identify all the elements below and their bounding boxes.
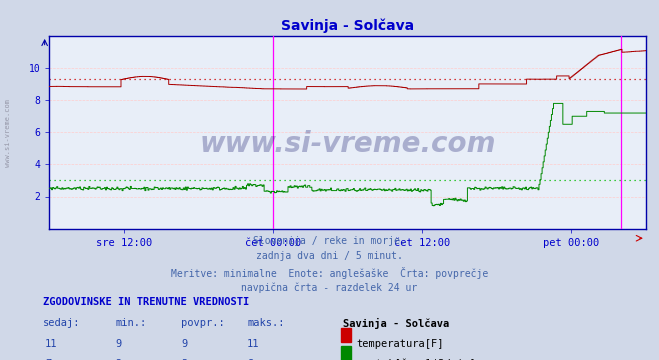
Text: sedaj:: sedaj:: [43, 318, 80, 328]
Text: 8: 8: [247, 359, 253, 360]
Text: povpr.:: povpr.:: [181, 318, 225, 328]
Text: Meritve: minimalne  Enote: anglešaške  Črta: povprečje: Meritve: minimalne Enote: anglešaške Črt…: [171, 267, 488, 279]
Text: 11: 11: [45, 339, 57, 349]
Text: pretok[čevelj3/min]: pretok[čevelj3/min]: [357, 359, 475, 360]
Text: ZGODOVINSKE IN TRENUTNE VREDNOSTI: ZGODOVINSKE IN TRENUTNE VREDNOSTI: [43, 297, 249, 307]
Text: temperatura[F]: temperatura[F]: [357, 339, 444, 349]
Text: www.si-vreme.com: www.si-vreme.com: [5, 99, 11, 167]
Text: min.:: min.:: [115, 318, 146, 328]
Text: 9: 9: [115, 339, 121, 349]
Text: 11: 11: [247, 339, 260, 349]
Text: zadnja dva dni / 5 minut.: zadnja dva dni / 5 minut.: [256, 251, 403, 261]
Text: www.si-vreme.com: www.si-vreme.com: [200, 130, 496, 158]
Text: 7: 7: [45, 359, 51, 360]
Title: Savinja - Solčava: Savinja - Solčava: [281, 19, 415, 33]
Text: navpična črta - razdelek 24 ur: navpična črta - razdelek 24 ur: [241, 282, 418, 293]
Text: 2: 2: [115, 359, 121, 360]
Text: Slovenija / reke in morje.: Slovenija / reke in morje.: [253, 236, 406, 246]
Text: 3: 3: [181, 359, 187, 360]
Text: maks.:: maks.:: [247, 318, 285, 328]
Text: Savinja - Solčava: Savinja - Solčava: [343, 318, 449, 329]
Text: 9: 9: [181, 339, 187, 349]
